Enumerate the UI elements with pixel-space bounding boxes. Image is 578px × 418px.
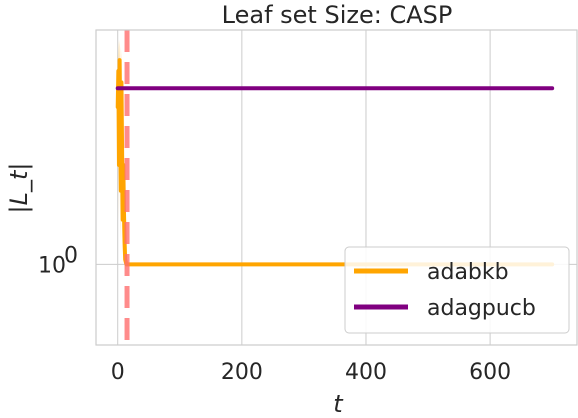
series-line-adabkb [115,58,555,267]
plot-frame [95,29,578,346]
legend: adabkb adagpucb [344,246,570,334]
y-axis-label-value: |L_t| [5,163,33,214]
legend-label-adagpucb: adagpucb [427,296,536,321]
y-axis-label-text: |L_t| [5,163,33,214]
y-ticks: 100 [38,243,78,278]
plot-area [115,30,555,345]
x-tick-label: 600 [469,360,511,385]
y-tick-exponent: 0 [64,243,78,268]
x-tick-label: 0 [111,360,125,385]
x-ticks: 0 200 400 600 [111,360,511,385]
axes [95,29,578,346]
x-axis-label: t [333,390,344,418]
x-tick-label: 200 [221,360,263,385]
y-tick-label: 10 [38,253,66,278]
legend-label-adabkb: adabkb [427,260,509,285]
chart-title: Leaf set Size: CASP [222,1,453,29]
y-axis-label: |L_t| [5,163,33,214]
x-tick-label: 400 [345,360,387,385]
series-band-adabkb [117,39,553,270]
